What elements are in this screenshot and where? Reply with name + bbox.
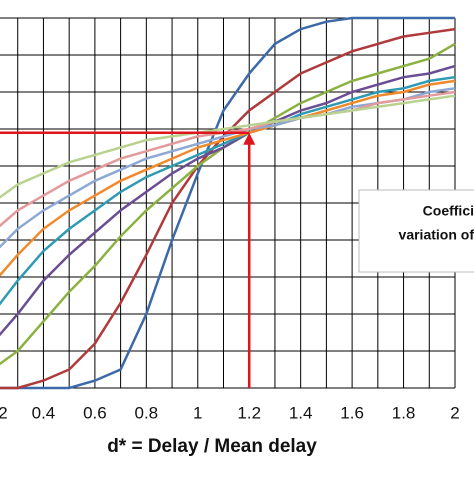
series-line bbox=[0, 94, 456, 199]
x-tick-label: 0.4 bbox=[32, 403, 56, 422]
x-tick-label: 2 bbox=[0, 403, 8, 422]
legend-title: Coeffici bbox=[423, 203, 474, 219]
series-line bbox=[0, 16, 455, 390]
x-tick-label: 1 bbox=[193, 403, 202, 422]
x-axis-label: d* = Delay / Mean delay bbox=[107, 436, 317, 457]
series-line bbox=[0, 64, 456, 337]
x-tick-label: 2 bbox=[450, 403, 459, 422]
legend-title: variation of bbox=[399, 227, 474, 243]
x-tick-label: 1.4 bbox=[289, 403, 313, 422]
series-line bbox=[0, 79, 456, 278]
series-line bbox=[0, 75, 456, 306]
x-tick-label: 1.8 bbox=[392, 403, 416, 422]
x-tick-label: 1.6 bbox=[340, 403, 364, 422]
x-tick-label: 0.6 bbox=[83, 403, 107, 422]
arrow-head bbox=[243, 132, 256, 145]
x-tick-label: 0.8 bbox=[135, 403, 159, 422]
x-tick-label: 1.2 bbox=[237, 403, 261, 422]
legend-box bbox=[358, 189, 474, 273]
